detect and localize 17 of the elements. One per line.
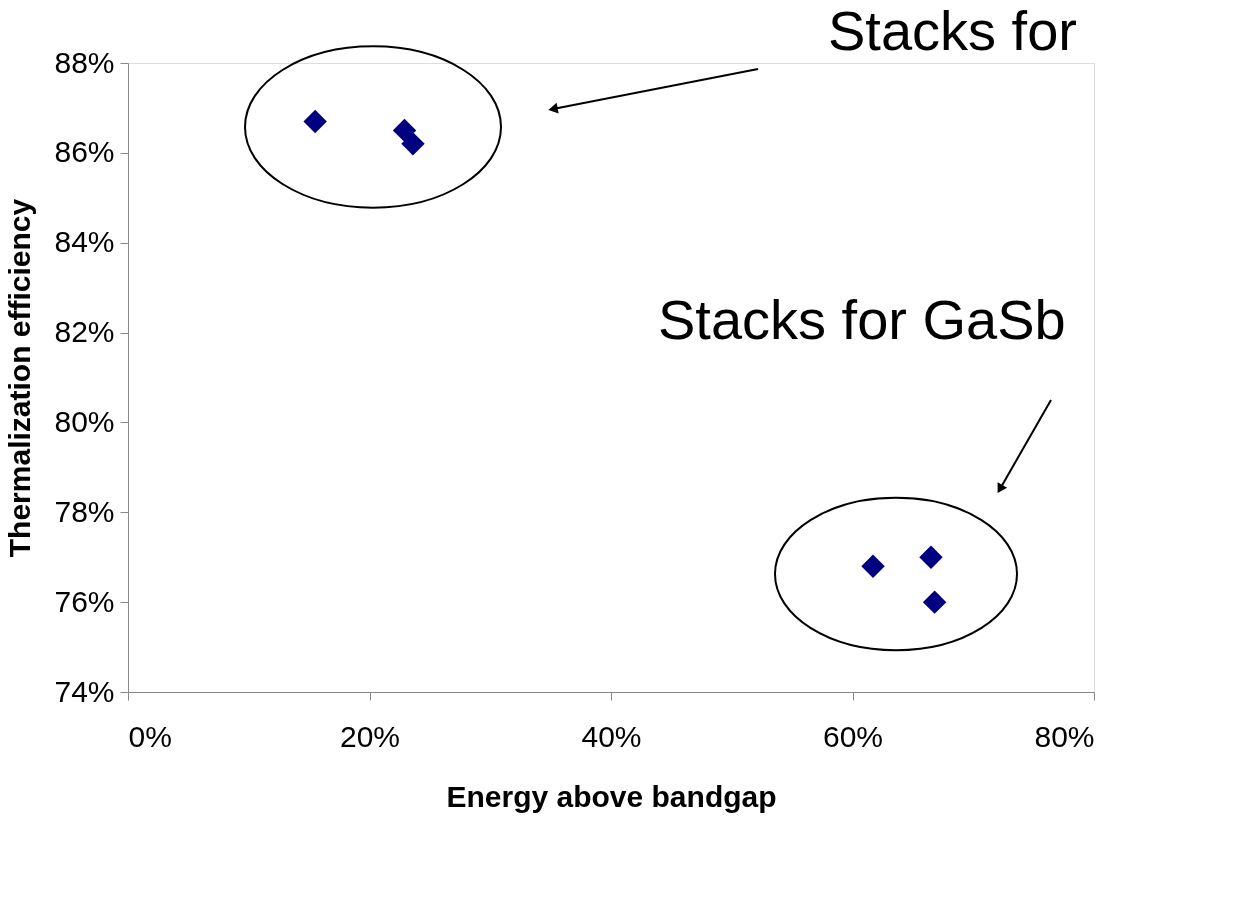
y-tick-label: 78% xyxy=(54,494,115,528)
y-tick-label: 76% xyxy=(54,584,115,618)
y-axis-title: Thermalization efficiency xyxy=(3,198,37,558)
y-tick-label: 80% xyxy=(54,404,115,438)
y-tick-label: 82% xyxy=(54,315,115,349)
annotation: Stacks for GaSb xyxy=(658,288,1066,351)
text: Stacks for xyxy=(828,0,1077,62)
x-tick-label: 80% xyxy=(1034,719,1095,753)
x-axis-title: Energy above bandgap xyxy=(446,779,777,813)
y-tick-label: 88% xyxy=(54,45,115,79)
y-tick-label: 84% xyxy=(54,225,115,259)
x-tick-label: 0% xyxy=(128,719,172,753)
x-tick-label: 60% xyxy=(822,719,884,753)
y-tick-label: 86% xyxy=(54,135,115,169)
x-tick-label: 20% xyxy=(339,719,401,753)
y-tick-label: 74% xyxy=(54,674,115,708)
x-tick-label: 40% xyxy=(581,719,642,753)
